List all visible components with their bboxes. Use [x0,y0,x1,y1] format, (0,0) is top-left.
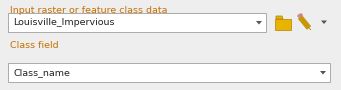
FancyBboxPatch shape [8,13,266,32]
Text: Class field: Class field [10,41,59,50]
Polygon shape [308,27,311,30]
FancyBboxPatch shape [8,63,330,82]
Polygon shape [321,21,327,24]
FancyBboxPatch shape [275,19,291,30]
Polygon shape [320,71,326,75]
Text: Louisville_Impervious: Louisville_Impervious [13,18,115,27]
Text: Class_name: Class_name [13,68,70,77]
Polygon shape [256,21,262,24]
Polygon shape [276,16,283,19]
Text: Input raster or feature class data: Input raster or feature class data [10,6,167,15]
